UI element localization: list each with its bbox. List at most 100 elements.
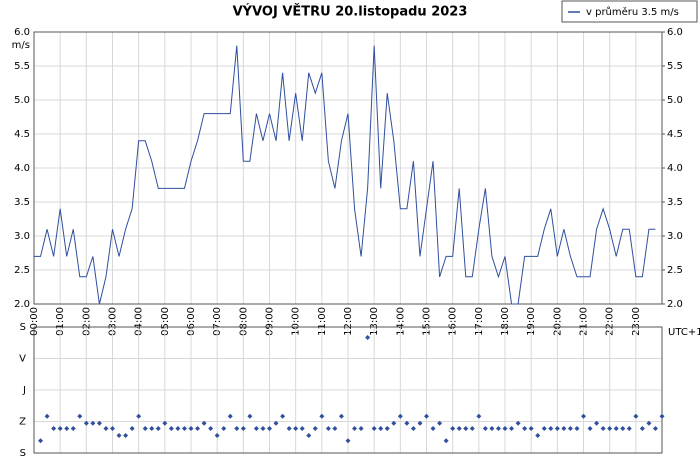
scatter-point [155, 426, 161, 431]
x-tick-label: 23:00 [631, 307, 642, 336]
scatter-point [103, 426, 109, 431]
scatter-point [240, 426, 246, 431]
scatter-point [136, 413, 142, 419]
scatter-point [195, 426, 201, 431]
scatter-point [476, 413, 482, 419]
scatter-point [221, 426, 227, 431]
x-tick-label: 05:00 [160, 307, 171, 336]
scatter-point [208, 426, 214, 431]
scatter-point [260, 426, 266, 431]
y2-tick-label: 4.5 [667, 129, 683, 140]
scatter-point [214, 433, 220, 438]
scatter-point [646, 420, 652, 426]
scatter-point [535, 433, 541, 438]
scatter-point [594, 420, 600, 426]
plot-frame [33, 326, 663, 454]
scatter-point [332, 426, 338, 431]
scatter-point [502, 426, 508, 431]
y-tick-label: 5.0 [14, 95, 30, 106]
scatter-point [247, 413, 253, 419]
x-tick-label: 16:00 [448, 307, 459, 336]
y-tick-label: 2.5 [14, 265, 30, 276]
scatter-point [70, 426, 76, 431]
y-tick-label: S [20, 448, 26, 459]
scatter-point [378, 426, 384, 431]
y-tick-label: Z [19, 417, 26, 428]
x-tick-label: 07:00 [212, 307, 223, 336]
y2-tick-label: 2.0 [667, 299, 683, 310]
scatter-point [391, 420, 397, 426]
scatter-point [456, 426, 462, 431]
y2-tick-label: 3.5 [667, 197, 683, 208]
x-tick-label: 20:00 [552, 307, 563, 336]
x-tick-label: 12:00 [343, 307, 354, 336]
scatter-point [352, 426, 358, 431]
x-tick-label: 15:00 [422, 307, 433, 336]
x-tick-label: 22:00 [605, 307, 616, 336]
x-tick-label: 06:00 [186, 307, 197, 336]
scatter-point [345, 438, 351, 444]
scatter-point [417, 420, 423, 426]
scatter-point [437, 420, 443, 426]
scatter-point [443, 438, 449, 444]
scatter-point [51, 426, 57, 431]
scatter-point [64, 426, 70, 431]
y-axis-label: m/s [12, 40, 30, 51]
scatter-point [83, 420, 89, 426]
scatter-point [234, 426, 240, 431]
scatter-point [181, 426, 187, 431]
x-tick-label: 11:00 [317, 307, 328, 336]
scatter-point [600, 426, 606, 431]
scatter-point [607, 426, 613, 431]
y2-tick-label: 5.5 [667, 61, 683, 72]
x-tick-label: 08:00 [238, 307, 249, 336]
scatter-point [175, 426, 181, 431]
legend-box [561, 0, 698, 23]
scatter-point [581, 413, 586, 419]
scatter-point [574, 426, 580, 431]
scatter-point [430, 426, 436, 431]
scatter-point [633, 413, 639, 419]
scatter-point [38, 438, 44, 444]
plot-frame [33, 31, 663, 305]
scatter-point [626, 426, 632, 431]
scatter-point [273, 420, 279, 426]
scatter-point [286, 426, 292, 431]
x-tick-label: 21:00 [579, 307, 590, 336]
scatter-point [450, 426, 456, 431]
scatter-point [528, 426, 534, 431]
scatter-point [116, 433, 122, 438]
scatter-point [424, 413, 429, 419]
x-tick-label: 14:00 [395, 307, 406, 336]
scatter-point [495, 426, 501, 431]
y2-tick-label: 6.0 [667, 27, 683, 38]
scatter-point [358, 426, 364, 431]
y-tick-label: 5.5 [14, 61, 30, 72]
scatter-point [142, 426, 148, 431]
scatter-point [404, 420, 410, 426]
scatter-point [489, 426, 495, 431]
scatter-point [659, 413, 665, 419]
y2-tick-label: 4.0 [667, 163, 683, 174]
line-series [34, 45, 656, 305]
scatter-point [371, 426, 377, 431]
x-tick-label: 19:00 [526, 307, 537, 336]
scatter-point [188, 426, 194, 431]
scatter-point [509, 426, 515, 431]
y-tick-label: S [20, 322, 26, 333]
scatter-point [201, 420, 207, 426]
scatter-point [639, 426, 645, 431]
scatter-point [384, 426, 390, 431]
x-tick-label: 03:00 [108, 307, 119, 336]
y-tick-label: 4.5 [14, 129, 30, 140]
x-tick-label: 09:00 [265, 307, 276, 336]
scatter-point [620, 426, 626, 431]
x-tick-label: 13:00 [369, 307, 380, 336]
x-tick-label: 00:00 [29, 307, 40, 336]
scatter-point [253, 426, 259, 431]
scatter-point [469, 426, 475, 431]
scatter-point [96, 420, 102, 426]
x-tick-label: 04:00 [134, 307, 145, 336]
y-tick-label: 3.0 [14, 231, 30, 242]
scatter-point [227, 413, 233, 419]
